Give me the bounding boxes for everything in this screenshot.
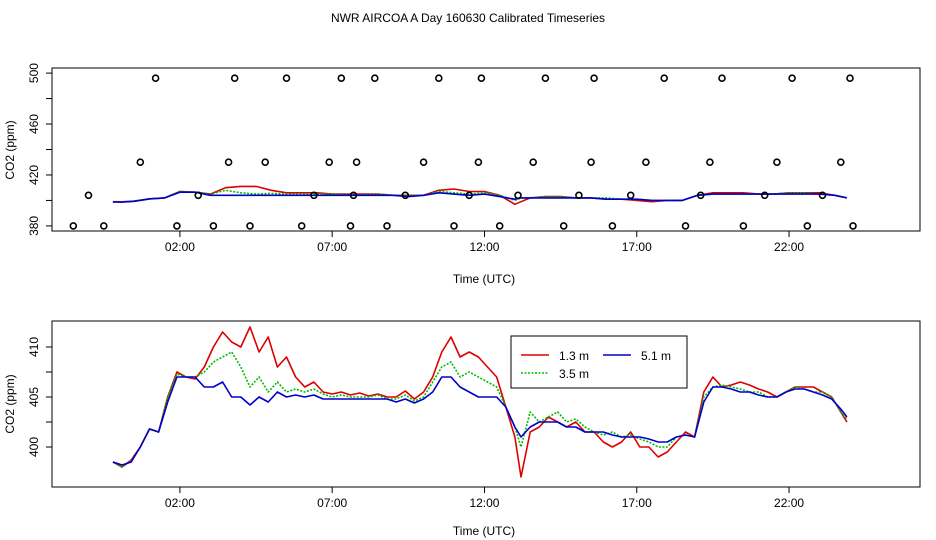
- top-calibration-point: [739, 222, 748, 230]
- bottom-series-3-line: [112, 376, 848, 466]
- top-calibration-point: [151, 74, 160, 82]
- top-series-2-line: [112, 189, 848, 203]
- legend-box: [510, 335, 688, 389]
- top-calibration-point: [173, 222, 181, 230]
- bottom-x-tick-label: 12:00: [469, 496, 499, 510]
- top-series-group: [112, 185, 848, 206]
- legend-label-1: 1.3 m: [559, 349, 589, 363]
- bottom-y-axis: 400 405 410: [27, 337, 52, 457]
- top-calibration-point: [559, 222, 568, 230]
- top-y-axis-label: CO2 (ppm): [3, 120, 17, 179]
- top-x-tick-label: 12:00: [469, 240, 499, 254]
- legend-label-3: 5.1 m: [641, 349, 671, 363]
- top-x-axis: 02:00 07:00 12:00 17:00 22:00: [165, 231, 804, 254]
- top-calibration-point: [541, 74, 550, 82]
- top-calibration-point: [788, 74, 796, 82]
- bottom-x-axis-label: Time (UTC): [453, 524, 515, 538]
- bottom-y-tick-label: 405: [27, 387, 41, 407]
- top-y-tick-label: 500: [27, 63, 41, 83]
- top-calibration-point: [370, 74, 379, 82]
- top-calibration-point: [718, 74, 726, 82]
- top-calibration-point: [383, 222, 391, 230]
- top-calibration-point: [803, 222, 812, 230]
- top-calibration-point: [325, 158, 334, 166]
- top-series-1-line: [112, 185, 848, 206]
- top-x-tick-label: 22:00: [774, 240, 804, 254]
- top-calibration-point: [100, 222, 108, 230]
- top-calibration-point: [587, 158, 595, 166]
- top-plot-frame: [51, 67, 921, 232]
- top-calibration-point: [230, 74, 239, 82]
- top-calibration-point: [575, 191, 583, 200]
- top-calibration-point: [419, 158, 428, 166]
- top-calibration-point: [246, 222, 254, 230]
- top-calibration-point: [514, 191, 522, 200]
- top-calibration-point: [209, 222, 218, 230]
- top-calibration-point: [681, 222, 690, 230]
- top-calibration-point: [337, 74, 346, 82]
- bottom-x-tick-label: 07:00: [317, 496, 347, 510]
- top-panel: 02:00 07:00 12:00 17:00 22:00 380 420 460 500 T…: [3, 63, 921, 286]
- top-calibration-point: [310, 191, 318, 200]
- top-calibration-point: [474, 158, 483, 166]
- top-y-axis: 380 420 460 500: [27, 63, 52, 236]
- top-calibration-point: [465, 191, 474, 200]
- top-x-tick-label: 17:00: [622, 240, 652, 254]
- top-calibration-point: [626, 191, 635, 200]
- top-calibration-point: [495, 222, 504, 230]
- top-calibration-point: [352, 158, 361, 166]
- bottom-x-tick-label: 17:00: [622, 496, 652, 510]
- top-series-3-line: [112, 191, 848, 203]
- bottom-series-1-line: [112, 326, 848, 478]
- top-calibration-point: [297, 222, 306, 230]
- top-calibration-point: [590, 74, 598, 82]
- top-calibration-point: [346, 222, 355, 230]
- top-y-tick-label: 420: [27, 165, 41, 185]
- top-calibration-point: [836, 158, 845, 166]
- top-calibration-point: [660, 74, 669, 82]
- bottom-y-tick-label: 400: [27, 437, 41, 457]
- top-calibration-point: [818, 191, 827, 200]
- top-x-axis-label: Time (UTC): [453, 272, 515, 286]
- bottom-series-group: [112, 326, 848, 478]
- top-calibration-point: [706, 158, 714, 166]
- top-calibration-point: [773, 158, 781, 166]
- bottom-panel: 02:00 07:00 12:00 17:00 22:00 400 405 410 Time…: [3, 320, 921, 538]
- top-calibration-point: [846, 74, 854, 82]
- top-y-tick-label: 380: [27, 216, 41, 236]
- top-calibration-point: [224, 158, 233, 166]
- top-calibration-point: [696, 191, 705, 200]
- top-calibration-point: [401, 191, 410, 200]
- top-calibration-point: [261, 158, 270, 166]
- top-calibration-point: [450, 222, 458, 230]
- top-calibration-point: [477, 74, 486, 82]
- top-calibration-point: [849, 222, 857, 230]
- top-x-tick-label: 07:00: [317, 240, 347, 254]
- bottom-x-tick-label: 22:00: [774, 496, 804, 510]
- top-calibration-point: [642, 158, 650, 166]
- top-calibration-point: [349, 191, 358, 200]
- top-calibration-point: [529, 158, 538, 166]
- top-points-group: [69, 74, 857, 230]
- top-calibration-point: [136, 158, 145, 166]
- bottom-series-2-line: [112, 351, 848, 468]
- chart-title: NWR AIRCOA A Day 160630 Calibrated Times…: [331, 11, 605, 25]
- top-calibration-point: [282, 74, 291, 82]
- top-calibration-point: [194, 191, 202, 200]
- legend-label-2: 3.5 m: [559, 367, 589, 381]
- top-calibration-point: [69, 222, 78, 230]
- top-calibration-point: [608, 222, 617, 230]
- bottom-y-tick-label: 410: [27, 337, 41, 357]
- bottom-y-axis-label: CO2 (ppm): [3, 374, 17, 433]
- top-calibration-point: [434, 74, 443, 82]
- top-x-tick-label: 02:00: [165, 240, 195, 254]
- bottom-plot-frame: [51, 320, 921, 488]
- bottom-x-axis: 02:00 07:00 12:00 17:00 22:00: [165, 487, 804, 510]
- top-calibration-point: [84, 191, 93, 200]
- bottom-x-tick-label: 02:00: [165, 496, 195, 510]
- top-calibration-point: [760, 191, 769, 200]
- legend: 1.3 m 5.1 m 3.5 m: [510, 335, 688, 389]
- top-y-tick-label: 460: [27, 114, 41, 134]
